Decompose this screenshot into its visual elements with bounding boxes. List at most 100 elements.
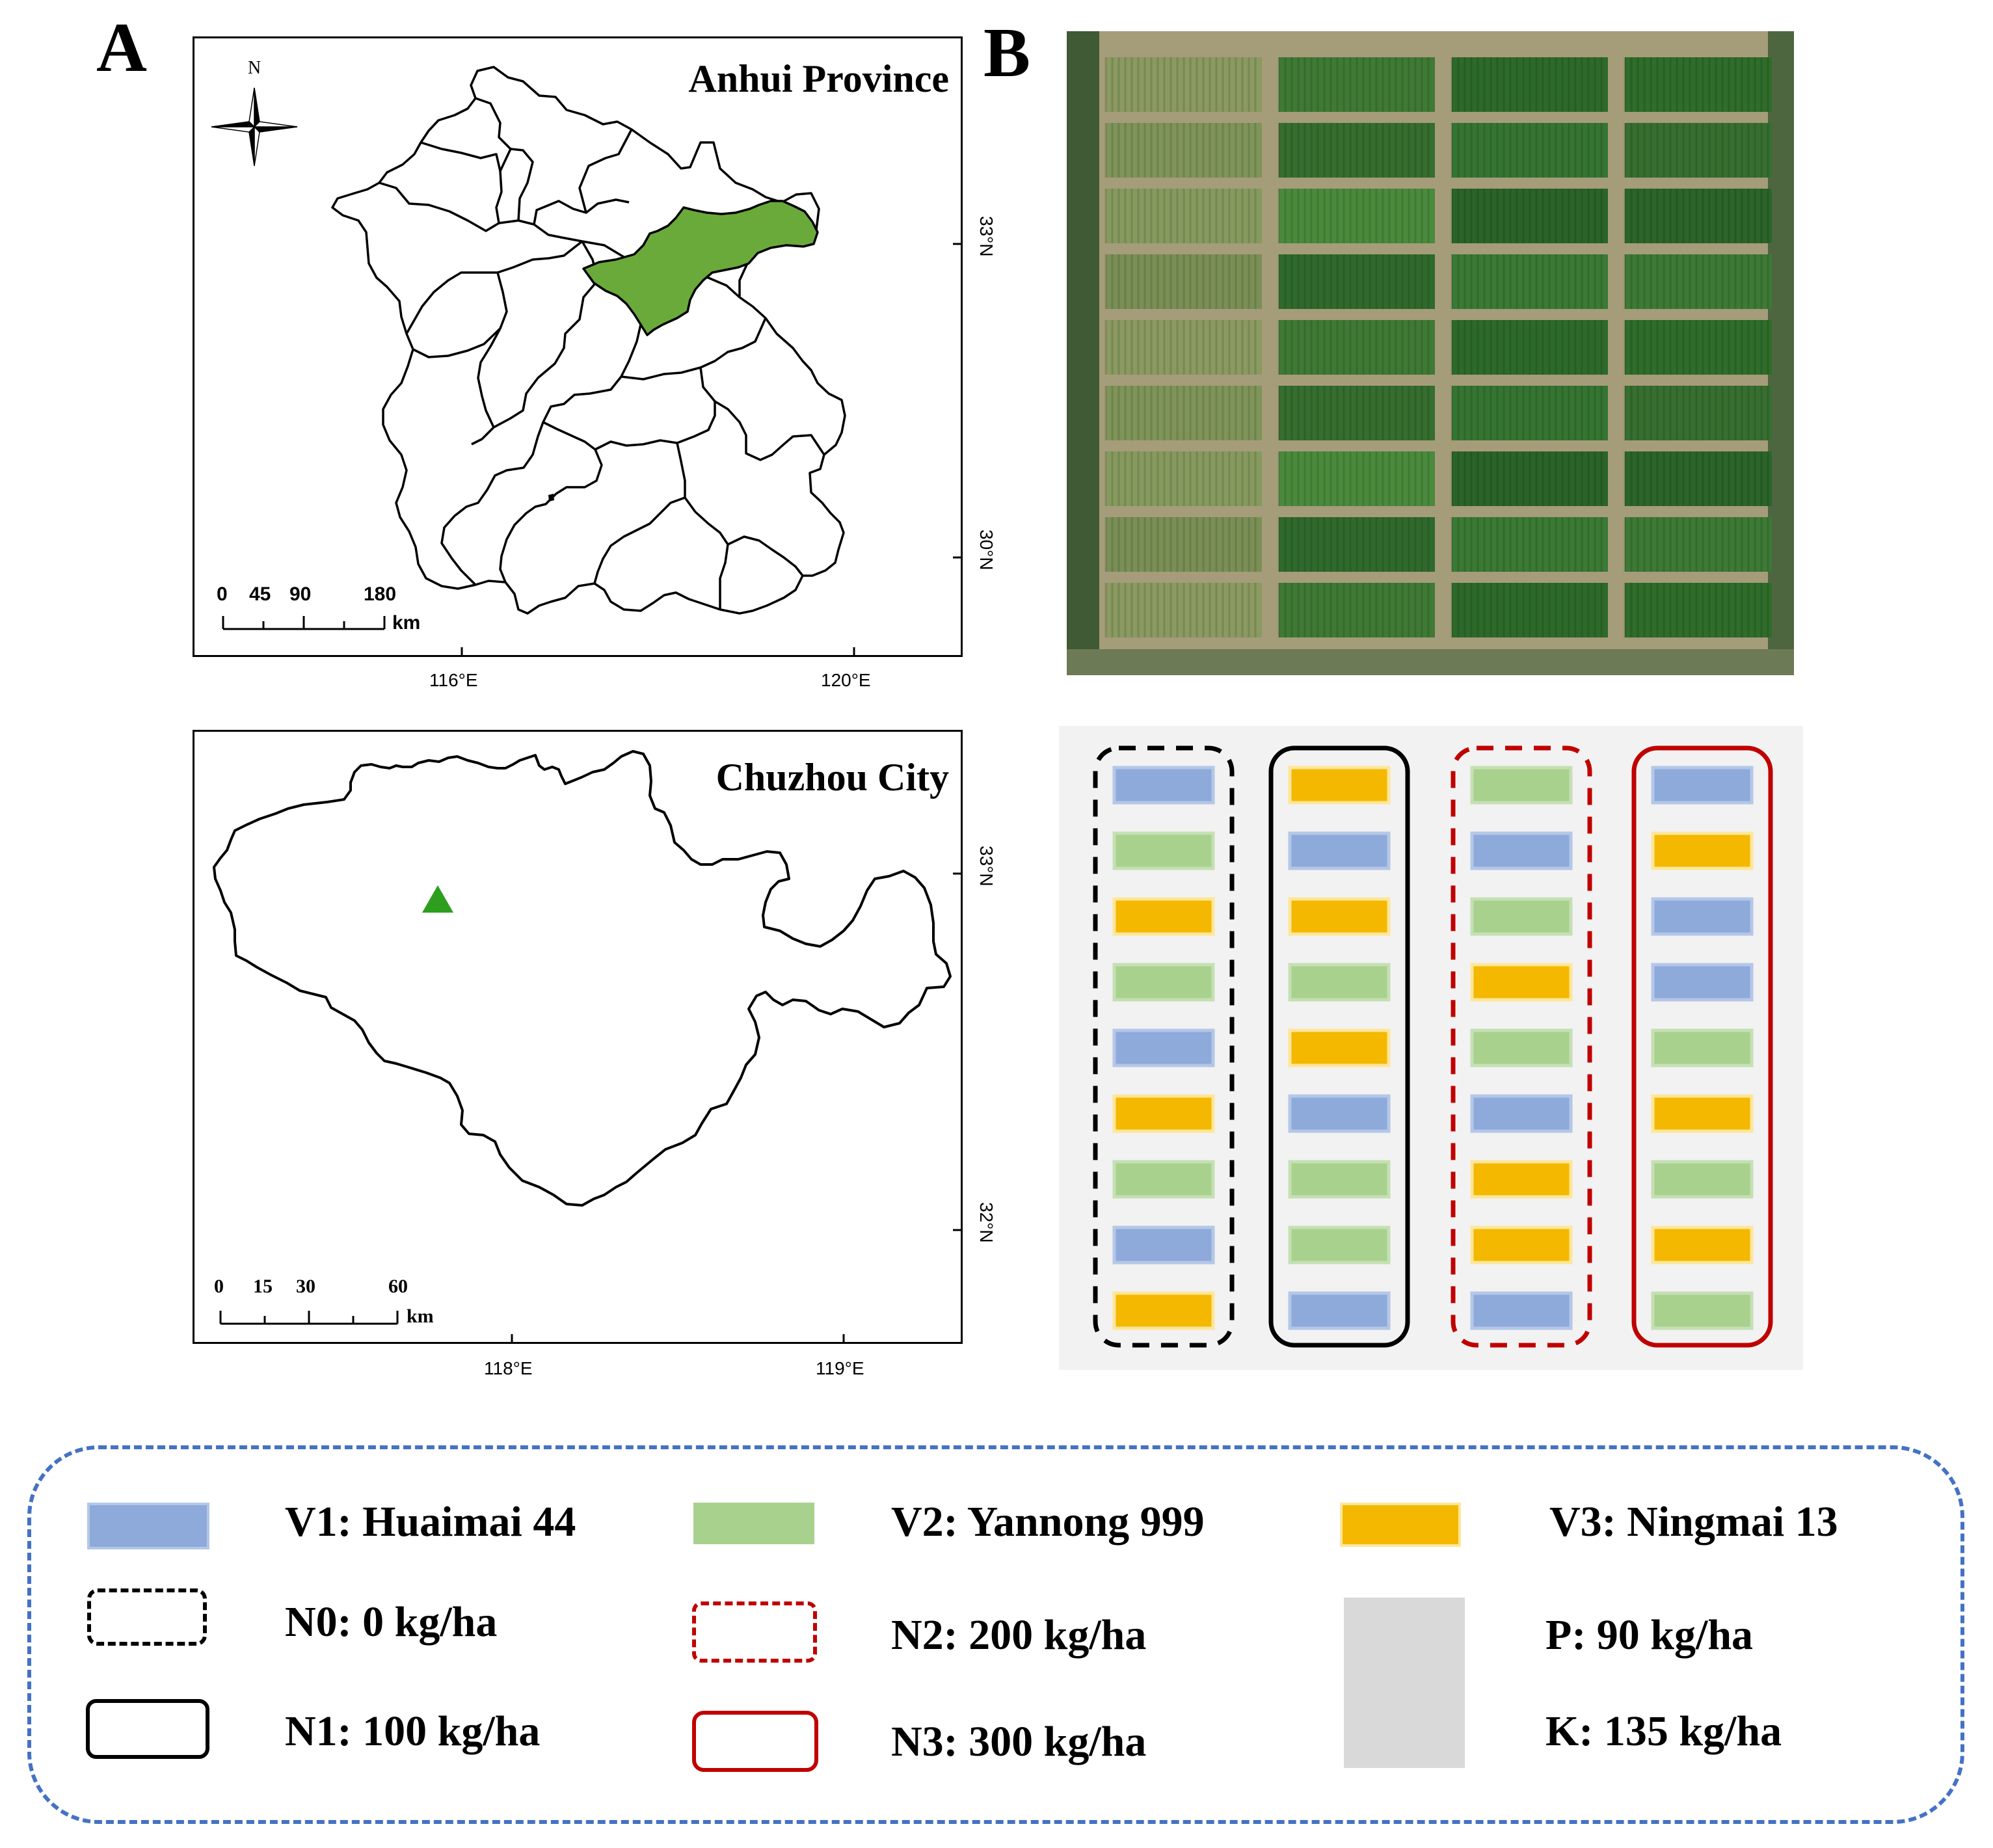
plot-n0-8-v1 [1112,1225,1215,1265]
chuzhou-scale-bar [219,1311,399,1325]
aerial-plot [1279,451,1435,506]
chuzhou-map-title: Chuzhou City [716,756,949,799]
chuzhou-map [213,750,961,1342]
aerial-plot [1452,320,1608,375]
plot-n2-6-v1 [1470,1094,1573,1133]
aerial-plot [1279,517,1435,572]
legend-v1-swatch [87,1503,209,1549]
chuzhou-y-tick-32: 32°N [976,1202,996,1243]
chuzhou-scale-15: 15 [253,1276,273,1297]
plot-n1-6-v1 [1288,1094,1391,1133]
legend-pk-swatch [1344,1598,1465,1768]
aerial-plot [1106,123,1262,178]
plot-n3-1-v1 [1651,766,1754,805]
treatment-column-n1 [1268,745,1410,1348]
plot-n2-8-v3 [1470,1225,1573,1265]
aerial-plot [1452,189,1608,243]
plot-n1-5-v3 [1288,1028,1391,1067]
aerial-plot [1625,451,1772,506]
plot-layout-diagram [1059,726,1803,1370]
anhui-scale-45: 45 [249,583,271,605]
plot-n0-4-v2 [1112,963,1215,1002]
aerial-plot [1279,254,1435,309]
plot-n2-9-v1 [1470,1291,1573,1330]
legend-n3-label: N3: 300 kg/ha [891,1718,1147,1765]
plot-n0-3-v3 [1112,897,1215,936]
treatment-column-n2 [1451,745,1592,1348]
chuzhou-x-tick-118: 118°E [484,1358,533,1378]
aerial-plot [1625,386,1772,440]
plot-n3-6-v3 [1651,1094,1754,1133]
plot-n3-4-v1 [1651,963,1754,1002]
aerial-plot [1279,386,1435,440]
chuzhou-map-frame: Chuzhou City 0 15 30 60 km [193,730,963,1344]
legend-v3-swatch [1340,1503,1461,1547]
legend-n0-swatch [87,1588,207,1646]
anhui-scale-unit: km [392,612,421,634]
anhui-x-tick-116: 116°E [429,670,478,690]
legend-v1-label: V1: Huaimai 44 [285,1498,576,1546]
aerial-plot [1106,189,1262,243]
aerial-plot [1452,386,1608,440]
aerial-plot [1452,583,1608,637]
aerial-plot [1452,123,1608,178]
aerial-plot [1106,386,1262,440]
anhui-map-frame: N Anhui Province 0 45 90 180 km [193,36,963,657]
chuzhou-highlight [582,200,819,336]
chuzhou-scale-unit: km [407,1306,434,1327]
aerial-plot [1452,254,1608,309]
aerial-plot [1106,451,1262,506]
north-label: N [248,58,261,78]
aerial-plot [1625,583,1772,637]
plot-layout-svg [1093,745,1773,1348]
plot-n0-7-v2 [1112,1160,1215,1199]
anhui-scale-180: 180 [364,583,397,605]
plot-n0-6-v3 [1112,1094,1215,1133]
anhui-y-tick-33: 33°N [976,216,996,257]
aerial-plot [1625,189,1772,243]
anhui-x-tick-120: 120°E [821,670,871,690]
chuzhou-scale-60: 60 [388,1276,408,1297]
treatment-column-n3 [1631,745,1773,1348]
panel-label-a: A [96,9,147,87]
legend-n2-swatch [692,1601,817,1663]
aerial-plot [1279,583,1435,637]
aerial-field-photo [1067,31,1794,675]
plot-n2-1-v2 [1470,766,1573,805]
legend-k-label: K: 135 kg/ha [1545,1707,1782,1755]
panel-label-b: B [983,14,1031,92]
anhui-map [211,66,961,655]
plot-n2-5-v2 [1470,1028,1573,1067]
plot-n3-7-v2 [1651,1160,1754,1199]
plot-n1-2-v1 [1288,831,1391,870]
plot-n1-7-v2 [1288,1160,1391,1199]
plot-n2-2-v1 [1470,831,1573,870]
plot-n1-8-v2 [1288,1225,1391,1265]
anhui-y-tick-30: 30°N [976,529,996,570]
legend-box [27,1445,1964,1824]
aerial-field-svg [1067,31,1794,675]
legend-p-label: P: 90 kg/ha [1545,1611,1754,1659]
plot-n3-9-v2 [1651,1291,1754,1330]
aerial-plot [1452,451,1608,506]
plot-n2-4-v3 [1470,963,1573,1002]
chuzhou-scale-30: 30 [296,1276,315,1297]
plot-n3-8-v3 [1651,1225,1754,1265]
lake-mark [548,494,554,502]
anhui-scale-0: 0 [217,583,228,605]
aerial-plot [1106,57,1262,112]
anhui-map-title: Anhui Province [688,57,949,100]
aerial-plot [1452,57,1608,112]
legend-n0-label: N0: 0 kg/ha [285,1598,498,1646]
plot-n2-7-v3 [1470,1160,1573,1199]
aerial-plot [1106,320,1262,375]
north-arrow-icon [211,87,298,167]
plot-n2-3-v2 [1470,897,1573,936]
chuzhou-x-tick-119: 119°E [816,1358,864,1378]
aerial-plot [1625,517,1772,572]
chuzhou-y-tick-33: 33°N [976,846,996,887]
anhui-scale-bar [222,616,386,630]
legend-v3-label: V3: Ningmai 13 [1549,1498,1838,1546]
plot-n1-9-v1 [1288,1291,1391,1330]
aerial-plot [1279,189,1435,243]
